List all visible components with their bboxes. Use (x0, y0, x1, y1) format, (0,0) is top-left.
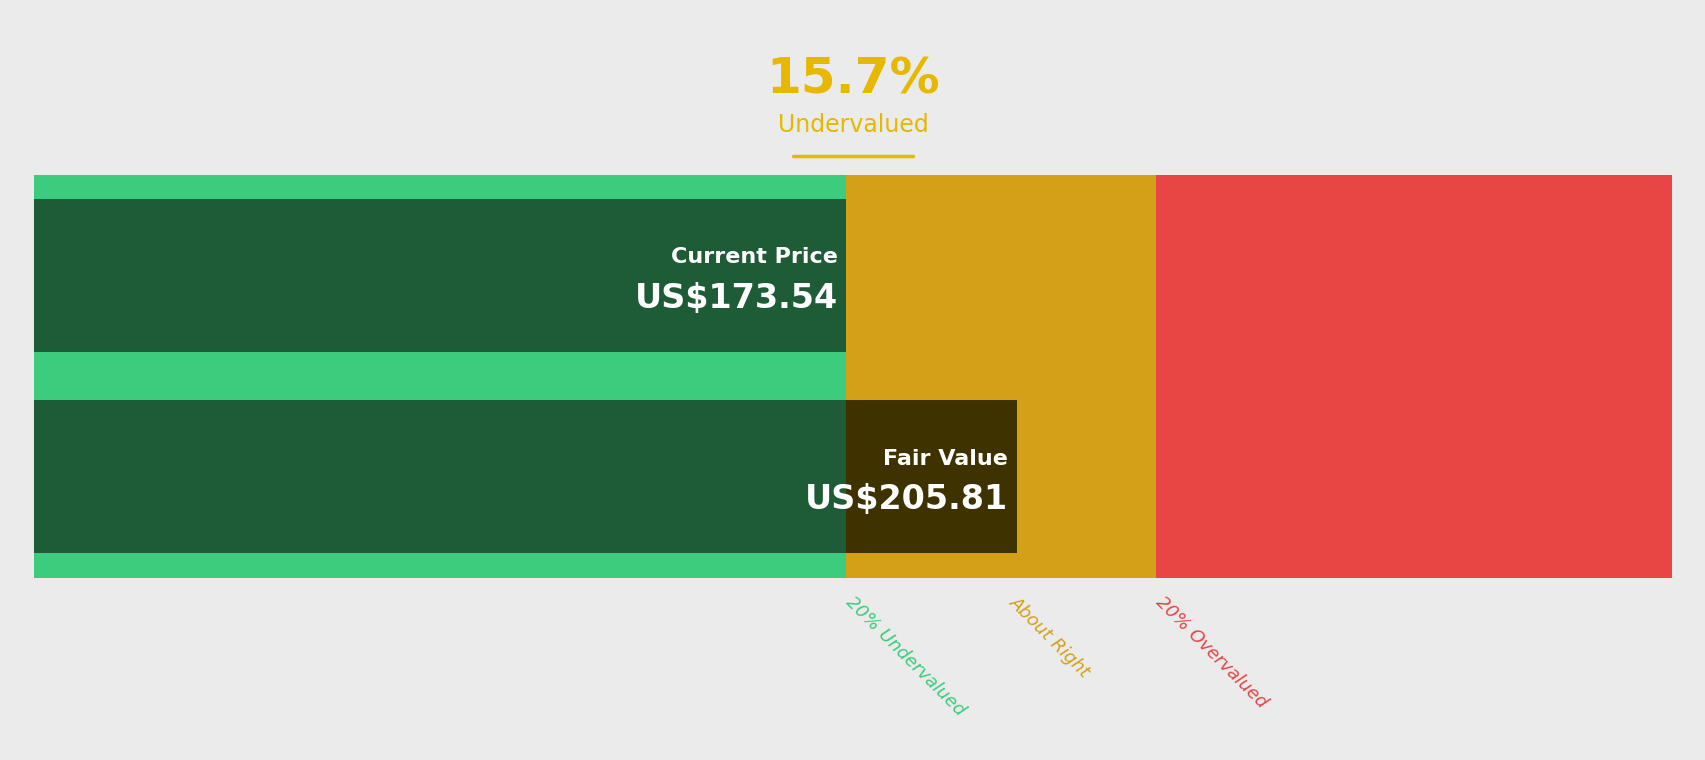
Bar (34, 401, 1016, 553)
Text: 15.7%: 15.7% (766, 55, 939, 104)
Bar (34, 199, 846, 352)
Text: Undervalued: Undervalued (777, 113, 928, 138)
Bar (846, 401, 1016, 553)
Bar (34, 175, 846, 578)
Text: About Right: About Right (1004, 593, 1093, 680)
Text: US$205.81: US$205.81 (805, 483, 1008, 516)
Text: US$173.54: US$173.54 (634, 282, 837, 315)
Text: Fair Value: Fair Value (883, 448, 1008, 468)
Text: 20% Undervalued: 20% Undervalued (842, 593, 968, 719)
Text: Current Price: Current Price (670, 247, 837, 267)
Bar (1156, 175, 1671, 578)
Text: 20% Overvalued: 20% Overvalued (1151, 593, 1270, 711)
Bar (846, 175, 1156, 578)
